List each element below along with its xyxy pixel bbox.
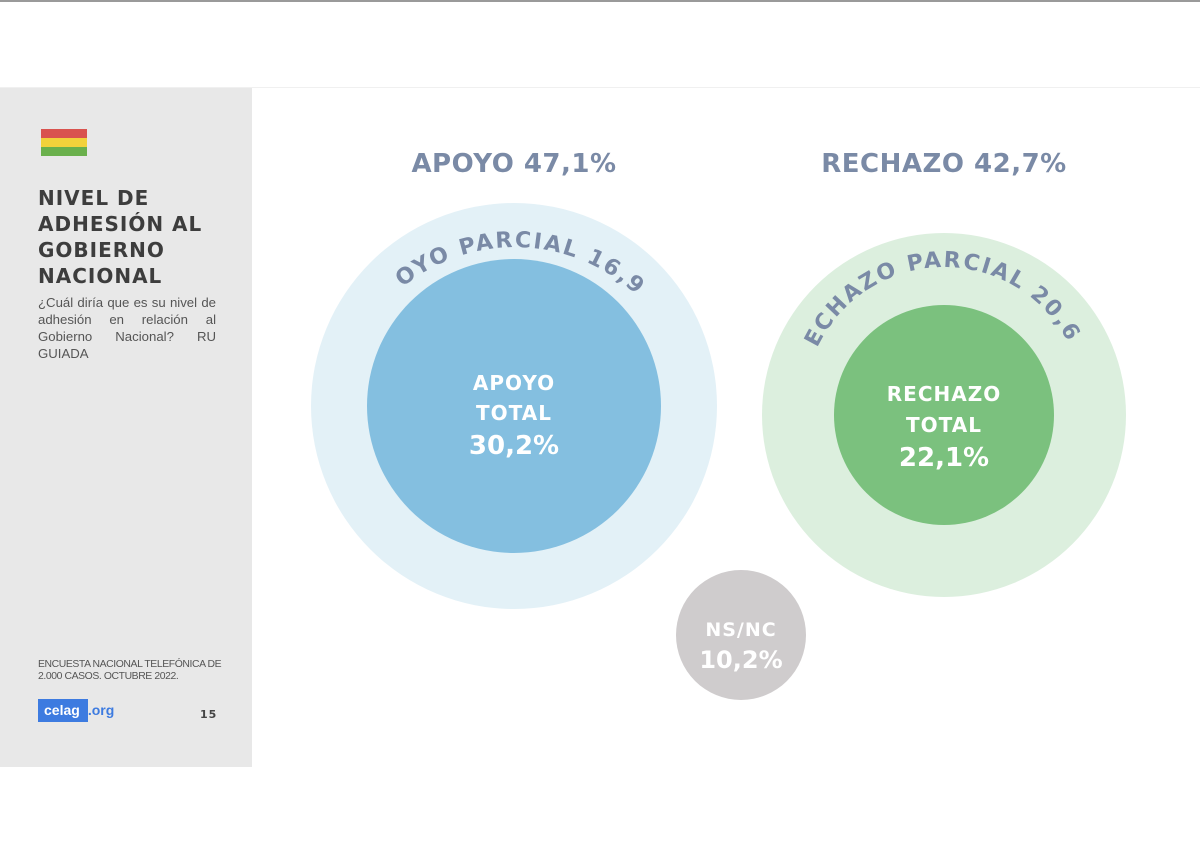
sidebar: NIVEL DE ADHESIÓN AL GOBIERNO NACIONAL ¿… (0, 88, 252, 767)
apoyo-heading: APOYO 47,1% (411, 149, 616, 179)
flag-stripe-yellow (41, 138, 87, 147)
nsnc-bubble (676, 570, 806, 700)
apoyo-total-label-line2: TOTAL (476, 401, 552, 425)
apoyo-total-bubble (367, 259, 661, 553)
rechazo-total-label-line2: TOTAL (906, 413, 982, 437)
apoyo-total-value: 30,2% (469, 431, 559, 461)
flag-stripe-red (41, 129, 87, 138)
rechazo-heading: RECHAZO 42,7% (821, 149, 1066, 179)
bolivia-flag-icon (41, 129, 87, 156)
survey-question: ¿Cuál diría que es su nivel de adhesión … (38, 295, 216, 361)
slide-title: NIVEL DE ADHESIÓN AL GOBIERNO NACIONAL (38, 186, 203, 288)
rechazo-total-bubble (834, 305, 1054, 525)
celag-logo[interactable]: celag .org (38, 699, 128, 722)
apoyo-total-label-line1: APOYO (473, 371, 555, 395)
rechazo-total-value: 22,1% (899, 443, 989, 473)
page-number: 15 (200, 708, 218, 721)
flag-stripe-green (41, 147, 87, 156)
top-rule (0, 0, 1200, 2)
logo-main-text: celag (38, 699, 88, 722)
survey-source-note: ENCUESTA NACIONAL TELEFÓNICA DE 2.000 CA… (38, 659, 222, 682)
nsnc-label: NS/NC (705, 619, 776, 641)
logo-suffix-text: .org (87, 702, 115, 718)
rechazo-total-label-line1: RECHAZO (887, 382, 1001, 406)
slide-separator (0, 87, 1200, 88)
nsnc-value: 10,2% (699, 646, 782, 674)
